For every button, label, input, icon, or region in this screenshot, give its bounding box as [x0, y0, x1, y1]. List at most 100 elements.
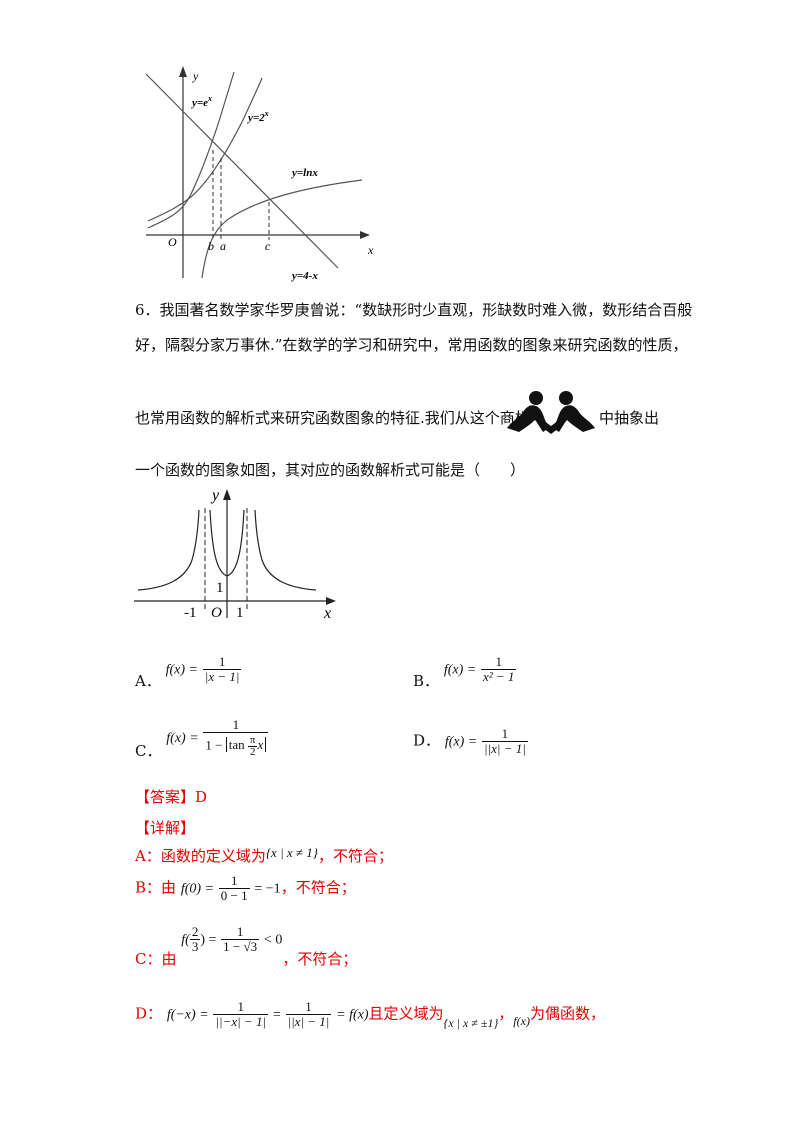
- option-b-lhs: f(x) =: [443, 662, 477, 678]
- fig1-curve-lnx: [201, 179, 363, 279]
- solution-c-fden: 3: [189, 939, 201, 954]
- fig1-label-4mx: y=4-x: [290, 270, 318, 282]
- option-c-num: 1: [232, 717, 240, 732]
- option-a-den: |x − 1|: [202, 669, 242, 684]
- fig1-x-arrow-icon: [360, 231, 370, 239]
- fig1-tick-c: c: [265, 239, 271, 253]
- option-b[interactable]: B． f(x) = 1 x² − 1: [413, 654, 517, 690]
- option-c-pi-over-2: π 2: [247, 734, 258, 758]
- option-d-label: D．: [413, 731, 441, 750]
- solution-c: C：由 f( 2 3 ) = 1 1 − √3 < 0，不符合；: [135, 924, 357, 968]
- option-c-den-pre: 1 −: [205, 737, 226, 753]
- solution-a-set: {x | x ≠ 1}: [265, 845, 318, 860]
- question-line-1: 6．我国著名数学家华罗庚曾说：“数缺形时少直观，形缺数时难入微，数形结合百般: [135, 301, 693, 319]
- solution-c-rhs: < 0: [263, 932, 283, 948]
- option-c-fraction: 1 1 − tan π 2 x: [203, 717, 269, 758]
- solution-b-post: ，不符合；: [280, 878, 356, 897]
- option-c-den: 1 − tan π 2 x: [203, 732, 269, 758]
- answer-tag: 【答案】D: [135, 788, 208, 806]
- fig1-label-ex: y=ex: [190, 94, 212, 109]
- option-c-pi: π: [249, 734, 256, 746]
- fig2-curve-middle: [209, 509, 245, 577]
- option-c[interactable]: C． f(x) = 1 1 − tan π 2 x: [135, 717, 269, 760]
- kappa-logo-image: [507, 391, 595, 434]
- fig2-label-1: 1: [216, 580, 224, 596]
- solution-b: B：由 f(0) = 1 0 − 1 = −1，不符合；: [135, 874, 356, 903]
- fig1-tick-b: b: [208, 239, 214, 253]
- solution-c-post: ，不符合；: [282, 949, 358, 968]
- solution-d-den1: ||−x| − 1|: [213, 1014, 269, 1029]
- option-a-lhs: f(x) =: [165, 662, 198, 678]
- solution-b-lhs: f(0) =: [180, 881, 214, 897]
- option-b-label: B．: [413, 671, 440, 690]
- option-a-fraction: 1 |x − 1|: [202, 654, 242, 684]
- solution-c-mid: ) =: [200, 932, 217, 948]
- fig2-curve-left: [137, 509, 200, 591]
- fig2-origin-label: O: [211, 605, 222, 621]
- solution-b-rhs: = −1: [254, 881, 281, 897]
- solution-c-den: 1 − √3: [221, 939, 260, 954]
- solution-b-fraction: 1 0 − 1: [218, 873, 250, 903]
- solution-d-set: {x | x ≠ ±1}: [443, 1015, 499, 1030]
- question-line-4: 一个函数的图象如图，其对应的函数解析式可能是（ ）: [135, 461, 526, 479]
- fig1-origin-label: O: [168, 235, 177, 249]
- solution-d-fraction-1: 1 ||−x| − 1|: [213, 999, 269, 1029]
- fig2-curve-right: [254, 509, 317, 591]
- option-c-two: 2: [247, 746, 258, 758]
- fig1-y-arrow-icon: [179, 66, 187, 77]
- option-d[interactable]: D． f(x) = 1 ||x| − 1|: [413, 727, 528, 756]
- solution-d-rhs: = f(x): [336, 1007, 369, 1023]
- fig1-curve-ex: [147, 71, 235, 229]
- fig2-x-label: x: [323, 605, 331, 622]
- option-a-label: A．: [135, 671, 161, 690]
- fig1-line-4-minus-x: [145, 73, 339, 269]
- option-c-lhs: f(x) =: [166, 731, 199, 746]
- solution-a-pre: A：函数的定义域为: [135, 847, 266, 865]
- option-c-x: x: [257, 737, 264, 753]
- option-d-den: ||x| − 1|: [481, 741, 528, 756]
- solution-d: D： f(−x) = 1 ||−x| − 1| = 1 ||x| − 1| = …: [135, 999, 605, 1030]
- solution-d-den2: ||x| − 1|: [285, 1014, 332, 1029]
- solution-d-num2: 1: [305, 999, 312, 1014]
- option-b-num: 1: [495, 654, 502, 669]
- fig2-y-label: y: [210, 487, 220, 504]
- fig2-tick-1: 1: [236, 605, 244, 621]
- solution-c-pre: C：由: [135, 949, 177, 968]
- fig2-tick-neg1: -1: [184, 605, 197, 621]
- solution-d-lhs: f(−x) =: [166, 1007, 209, 1023]
- option-d-fraction: 1 ||x| − 1|: [481, 727, 528, 756]
- option-a[interactable]: A． f(x) = 1 |x − 1|: [135, 654, 242, 690]
- solution-a-post: ，不符合；: [318, 847, 394, 865]
- solution-c-fnum: 2: [191, 924, 199, 939]
- solution-d-fx: f(x): [513, 1013, 530, 1028]
- solution-a: A：函数的定义域为{x | x ≠ 1}，不符合；: [135, 845, 394, 867]
- fig2-y-arrow-icon: [223, 489, 231, 500]
- solution-c-frac-2-3: 2 3: [189, 924, 201, 954]
- fig1-label-2x: y=2x: [246, 109, 269, 124]
- solution-d-comma: ，: [498, 1004, 514, 1023]
- solution-d-eq: =: [272, 1007, 281, 1023]
- fig1-tick-a: a: [220, 239, 226, 253]
- option-a-num: 1: [218, 654, 226, 669]
- question-line-3b: 中抽象出: [599, 409, 660, 427]
- fig1-y-label: y: [192, 69, 199, 83]
- solution-d-fraction-2: 1 ||x| − 1|: [285, 999, 332, 1029]
- detail-tag: 【详解】: [135, 819, 196, 837]
- solution-d-post: 为偶函数，: [529, 1004, 605, 1023]
- solution-c-fraction: 1 1 − √3: [221, 924, 260, 954]
- solution-b-num: 1: [230, 873, 238, 888]
- solution-d-num1: 1: [237, 999, 244, 1014]
- option-c-tan: tan: [228, 737, 245, 753]
- solution-b-pre: B：由: [135, 878, 177, 897]
- option-b-fraction: 1 x² − 1: [480, 654, 517, 684]
- solution-c-lhs: f(: [181, 932, 190, 948]
- fig1-curve-2x: [147, 77, 263, 222]
- solution-d-mid: 且定义域为: [368, 1004, 444, 1023]
- option-d-lhs: f(x) =: [444, 734, 478, 750]
- question-line-3a: 也常用函数的解析式来研究函数图象的特征.我们从这个商标: [135, 409, 530, 427]
- solution-b-den: 0 − 1: [218, 888, 250, 903]
- question-line-2: 好，隔裂分家万事休.”在数学的学习和研究中，常用函数的图象来研究函数的性质，: [135, 336, 688, 354]
- fig1-label-lnx: y=lnx: [290, 167, 318, 179]
- solution-c-num: 1: [236, 924, 244, 939]
- figure-exp-log-graph: y x O y=ex y=2x y=lnx y=4-x b a c: [145, 66, 374, 282]
